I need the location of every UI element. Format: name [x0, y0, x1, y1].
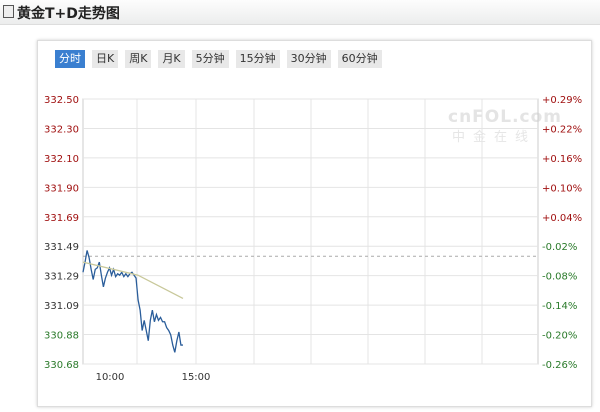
y2-tick-label: +0.10% — [542, 183, 582, 194]
x-tick-label: 10:00 — [96, 372, 125, 383]
y2-tick-label: -0.08% — [542, 272, 577, 283]
average-line — [82, 261, 184, 300]
tab-daily[interactable]: 日K — [92, 50, 119, 68]
x-tick-label: 15:00 — [182, 372, 211, 383]
y-tick-label: 330.68 — [44, 360, 79, 371]
y-tick-label: 331.49 — [44, 242, 79, 253]
y2-tick-label: +0.22% — [542, 124, 582, 135]
y-tick-label: 332.30 — [44, 124, 79, 135]
tab-15min[interactable]: 15分钟 — [235, 50, 280, 68]
tab-60min[interactable]: 60分钟 — [337, 50, 382, 68]
panel-icon — [3, 5, 14, 18]
tab-intraday[interactable]: 分时 — [55, 50, 85, 68]
chart-frame — [37, 40, 592, 407]
tab-monthly[interactable]: 月K — [158, 50, 185, 68]
panel-title: 黄金T+D走势图 — [17, 6, 120, 22]
y-tick-label: 330.88 — [44, 331, 79, 342]
panel-header: 黄金T+D走势图 — [0, 0, 600, 25]
y2-tick-label: +0.29% — [542, 95, 582, 106]
tab-weekly[interactable]: 周K — [125, 50, 152, 68]
y-tick-label: 331.69 — [44, 213, 79, 224]
y-tick-label: 331.09 — [44, 301, 79, 312]
y2-tick-label: -0.14% — [542, 301, 577, 312]
y-tick-label: 331.90 — [44, 183, 79, 194]
y-tick-label: 331.29 — [44, 272, 79, 283]
y2-tick-label: +0.16% — [542, 154, 582, 165]
tab-30min[interactable]: 30分钟 — [286, 50, 331, 68]
y2-tick-label: +0.04% — [542, 213, 582, 224]
watermark-logo-cn: 中金在线 — [452, 130, 537, 145]
tab-5min[interactable]: 5分钟 — [191, 50, 229, 68]
y2-tick-label: -0.20% — [542, 331, 577, 342]
y2-tick-label: -0.26% — [542, 360, 577, 371]
y-tick-label: 332.50 — [44, 95, 79, 106]
y2-tick-label: -0.02% — [542, 242, 577, 253]
y-tick-label: 332.10 — [44, 154, 79, 165]
period-tabs: 分时 日K 周K 月K 5分钟 15分钟 30分钟 60分钟 — [55, 50, 382, 68]
watermark-logo: cnFOL.com — [448, 107, 563, 127]
